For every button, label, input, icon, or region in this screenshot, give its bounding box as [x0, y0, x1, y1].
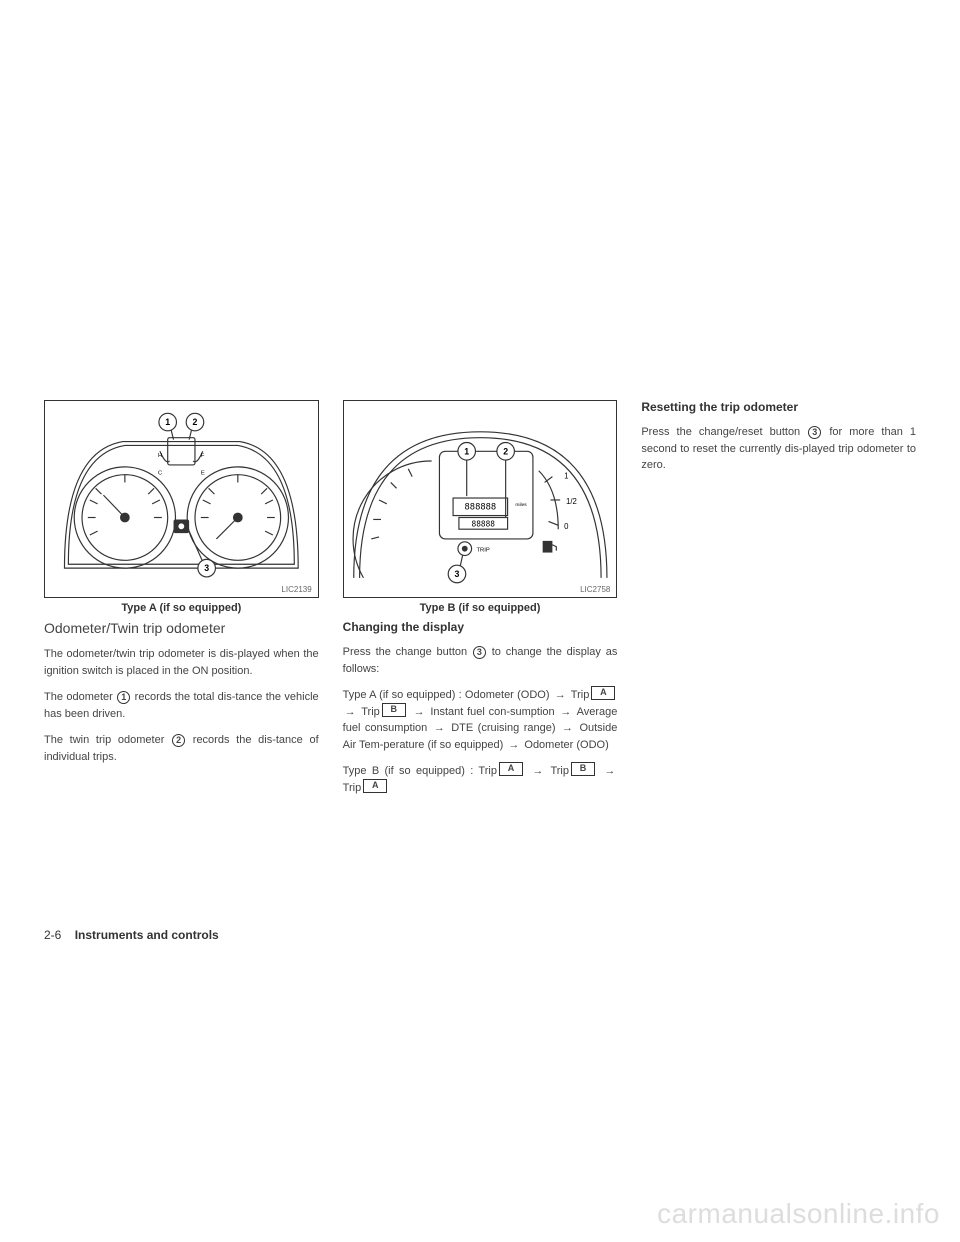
- circled-3-icon: 3: [808, 426, 821, 439]
- arrow-icon: →: [345, 706, 356, 718]
- text-span: The odometer: [44, 691, 116, 703]
- box-a-icon: A: [591, 686, 615, 700]
- col2-type-b-seq: Type B (if so equipped) : TripA → TripB …: [343, 763, 618, 796]
- figure-b-caption: Type B (if so equipped): [343, 602, 618, 614]
- svg-text:888888: 888888: [464, 503, 496, 513]
- arrow-icon: →: [434, 722, 445, 734]
- svg-text:1: 1: [464, 446, 469, 456]
- box-a-icon: A: [363, 779, 387, 793]
- svg-text:TRIP: TRIP: [476, 548, 489, 554]
- circled-2-icon: 2: [172, 734, 185, 747]
- figure-a-caption: Type A (if so equipped): [44, 602, 319, 614]
- svg-text:3: 3: [454, 569, 459, 579]
- resetting-heading: Resetting the trip odometer: [641, 400, 916, 414]
- svg-text:C: C: [158, 471, 162, 477]
- box-b-icon: B: [571, 762, 595, 776]
- changing-display-heading: Changing the display: [343, 620, 618, 634]
- arrow-icon: →: [532, 765, 543, 777]
- text-span: Press the change/reset button: [641, 426, 807, 438]
- gauge-cluster-b-svg: 888888 miles 88888 1 1/2 0 TRIP: [344, 401, 617, 597]
- text-span: Trip: [550, 765, 569, 777]
- col2-type-a-seq: Type A (if so equipped) : Odometer (ODO)…: [343, 687, 618, 753]
- text-span: Odometer (ODO): [521, 739, 608, 751]
- text-span: Type B (if so equipped) : Trip: [343, 765, 497, 777]
- arrow-icon: →: [604, 765, 615, 777]
- svg-text:miles: miles: [515, 502, 527, 508]
- arrow-icon: →: [555, 689, 566, 701]
- svg-text:H: H: [158, 453, 162, 459]
- svg-text:2: 2: [503, 446, 508, 456]
- svg-text:2: 2: [193, 417, 198, 427]
- text-span: Trip: [343, 782, 362, 794]
- text-span: Instant fuel con-sumption: [427, 706, 559, 718]
- arrow-icon: →: [560, 706, 571, 718]
- box-a-icon: A: [499, 762, 523, 776]
- page-footer: 2-6 Instruments and controls: [44, 928, 219, 942]
- circled-3-icon: 3: [473, 646, 486, 659]
- arrow-icon: →: [508, 739, 519, 751]
- svg-text:1/2: 1/2: [566, 497, 577, 506]
- watermark: carmanualsonline.info: [657, 1198, 940, 1230]
- page-number: 2-6: [44, 928, 61, 942]
- text-span: The twin trip odometer: [44, 734, 171, 746]
- svg-text:F: F: [201, 453, 205, 459]
- svg-text:3: 3: [204, 563, 209, 573]
- svg-text:0: 0: [564, 522, 569, 531]
- col3-para1: Press the change/reset button 3 for more…: [641, 424, 916, 474]
- column-3: Resetting the trip odometer Press the ch…: [641, 400, 916, 806]
- svg-text:E: E: [201, 471, 205, 477]
- arrow-icon: →: [414, 706, 425, 718]
- svg-text:88888: 88888: [471, 519, 495, 528]
- figure-type-a: H C F E 1 2 3 LIC2139: [44, 400, 319, 598]
- col1-para2: The odometer 1 records the total dis-tan…: [44, 689, 319, 722]
- figure-a-label: LIC2139: [281, 585, 311, 594]
- svg-text:1: 1: [165, 417, 170, 427]
- figure-type-b: 888888 miles 88888 1 1/2 0 TRIP: [343, 400, 618, 598]
- box-b-icon: B: [382, 703, 406, 717]
- text-span: Type A (if so equipped) : Odometer (ODO): [343, 689, 553, 701]
- text-span: Press the change button: [343, 646, 472, 658]
- section-name: Instruments and controls: [75, 928, 219, 942]
- content-area: H C F E 1 2 3 LIC2139 Type A (if so equi…: [44, 400, 916, 806]
- circled-1-icon: 1: [117, 691, 130, 704]
- column-2: 888888 miles 88888 1 1/2 0 TRIP: [343, 400, 618, 806]
- text-span: Trip: [571, 689, 590, 701]
- figure-b-label: LIC2758: [580, 585, 610, 594]
- text-span: Trip: [361, 706, 380, 718]
- col1-para3: The twin trip odometer 2 records the dis…: [44, 732, 319, 765]
- col2-para1: Press the change button 3 to change the …: [343, 644, 618, 677]
- odometer-subheading: Odometer/Twin trip odometer: [44, 620, 319, 636]
- arrow-icon: →: [562, 722, 573, 734]
- text-span: DTE (cruising range): [447, 722, 560, 734]
- column-1: H C F E 1 2 3 LIC2139 Type A (if so equi…: [44, 400, 319, 806]
- svg-text:1: 1: [564, 472, 568, 481]
- col1-para1: The odometer/twin trip odometer is dis-p…: [44, 646, 319, 679]
- gauge-cluster-a-svg: H C F E 1 2 3: [45, 401, 318, 597]
